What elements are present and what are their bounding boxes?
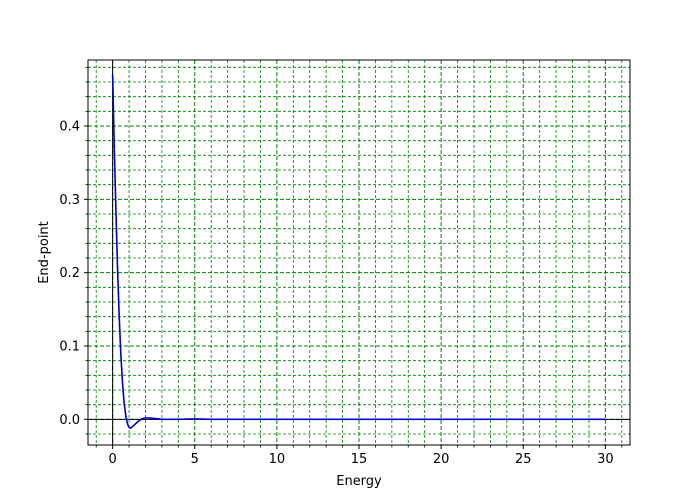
- y-tick-label: 0.2: [59, 266, 80, 281]
- y-axis-ticks: 0.0 0.1 0.2 0.3 0.4: [59, 120, 88, 428]
- x-tick-label: 5: [191, 452, 199, 467]
- series-layer: [111, 74, 606, 429]
- x-axis-label: Energy: [336, 474, 382, 489]
- x-tick-label: 25: [515, 452, 532, 467]
- x-tick-label: 20: [433, 452, 450, 467]
- x-tick-label: 30: [597, 452, 614, 467]
- x-axis-ticks: 0 5 10 15 20 25 30: [108, 445, 614, 467]
- y-tick-label: 0.0: [59, 413, 80, 428]
- y-tick-label: 0.4: [59, 120, 80, 135]
- major-grid: [88, 60, 630, 445]
- y-axis-label: End-point: [37, 221, 52, 284]
- y-tick-label: 0.1: [59, 340, 80, 355]
- x-tick-label: 0: [108, 452, 116, 467]
- x-tick-label: 15: [351, 452, 368, 467]
- y-tick-label: 0.3: [59, 193, 80, 208]
- x-tick-label: 10: [269, 452, 286, 467]
- series-line: [111, 74, 606, 429]
- minor-grid: [85, 60, 630, 448]
